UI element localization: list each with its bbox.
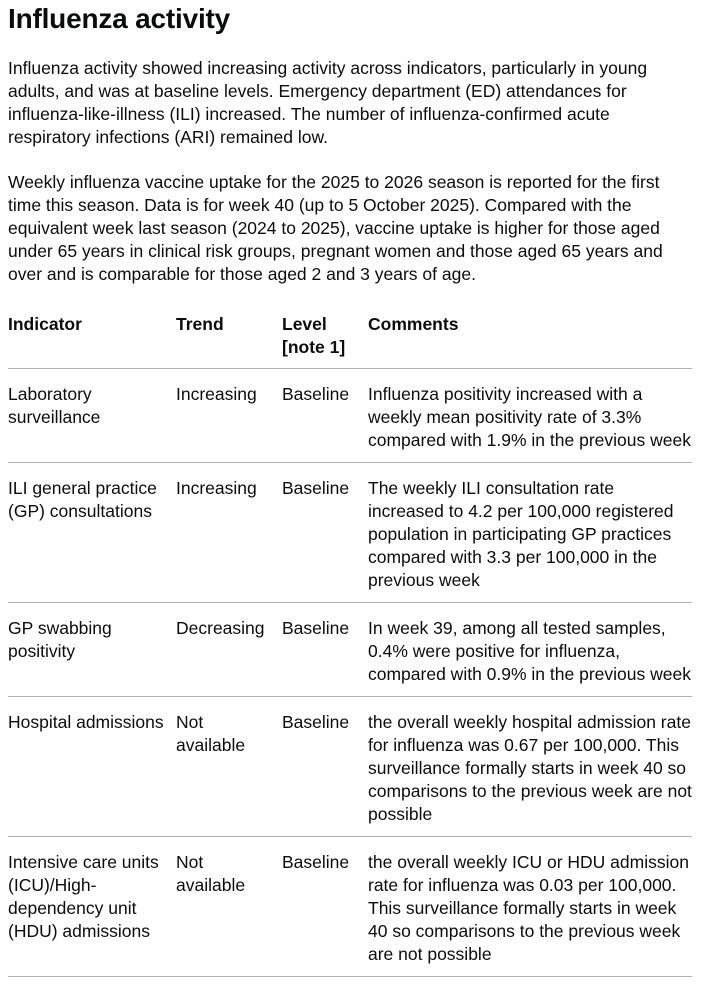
header-comments: Comments xyxy=(368,308,692,369)
table-row: GP swabbing positivity Decreasing Baseli… xyxy=(8,602,692,697)
header-level: Level [note 1] xyxy=(282,308,368,369)
header-trend: Trend xyxy=(176,308,282,369)
trend-cell: Increasing xyxy=(176,368,282,463)
trend-cell: Decreasing xyxy=(176,602,282,697)
trend-cell: Not available xyxy=(176,696,282,837)
comments-cell: The weekly ILI consultation rate increas… xyxy=(368,462,692,603)
indicator-cell: ILI general practice (GP) consultations xyxy=(8,462,176,603)
indicator-cell: Laboratory surveillance xyxy=(8,368,176,463)
table-row: Intensive care units (ICU)/High-dependen… xyxy=(8,836,692,977)
header-level-label: Level xyxy=(282,314,327,334)
header-level-note: [note 1] xyxy=(282,337,346,357)
table-row: Laboratory surveillance Increasing Basel… xyxy=(8,368,692,463)
comments-cell: In week 39, among all tested samples, 0.… xyxy=(368,602,692,697)
indicator-cell: GP swabbing positivity xyxy=(8,602,176,697)
table-row: Hospital admissions Not available Baseli… xyxy=(8,696,692,837)
table-header-row: Indicator Trend Level [note 1] Comments xyxy=(8,308,692,369)
table-row: ILI general practice (GP) consultations … xyxy=(8,462,692,603)
comments-cell: the overall weekly ICU or HDU admission … xyxy=(368,836,692,977)
level-cell: Baseline xyxy=(282,696,368,837)
indicator-cell: Intensive care units (ICU)/High-dependen… xyxy=(8,836,176,977)
level-cell: Baseline xyxy=(282,836,368,977)
trend-cell: Not available xyxy=(176,836,282,977)
comments-cell: the overall weekly hospital admission ra… xyxy=(368,696,692,837)
header-indicator: Indicator xyxy=(8,308,176,369)
table-header: Indicator Trend Level [note 1] Comments xyxy=(8,308,692,369)
summary-paragraph: Influenza activity showed increasing act… xyxy=(8,58,648,147)
page-title: Influenza activity xyxy=(8,3,231,34)
level-cell: Baseline xyxy=(282,368,368,463)
comments-cell: Influenza positivity increased with a we… xyxy=(368,368,692,463)
trend-cell: Increasing xyxy=(176,462,282,603)
level-cell: Baseline xyxy=(282,602,368,697)
influenza-indicators-table: Indicator Trend Level [note 1] Comments … xyxy=(8,308,692,977)
indicator-cell: Hospital admissions xyxy=(8,696,176,837)
table-body: Laboratory surveillance Increasing Basel… xyxy=(8,368,692,977)
level-cell: Baseline xyxy=(282,462,368,603)
vaccine-uptake-paragraph: Weekly influenza vaccine uptake for the … xyxy=(8,172,663,284)
